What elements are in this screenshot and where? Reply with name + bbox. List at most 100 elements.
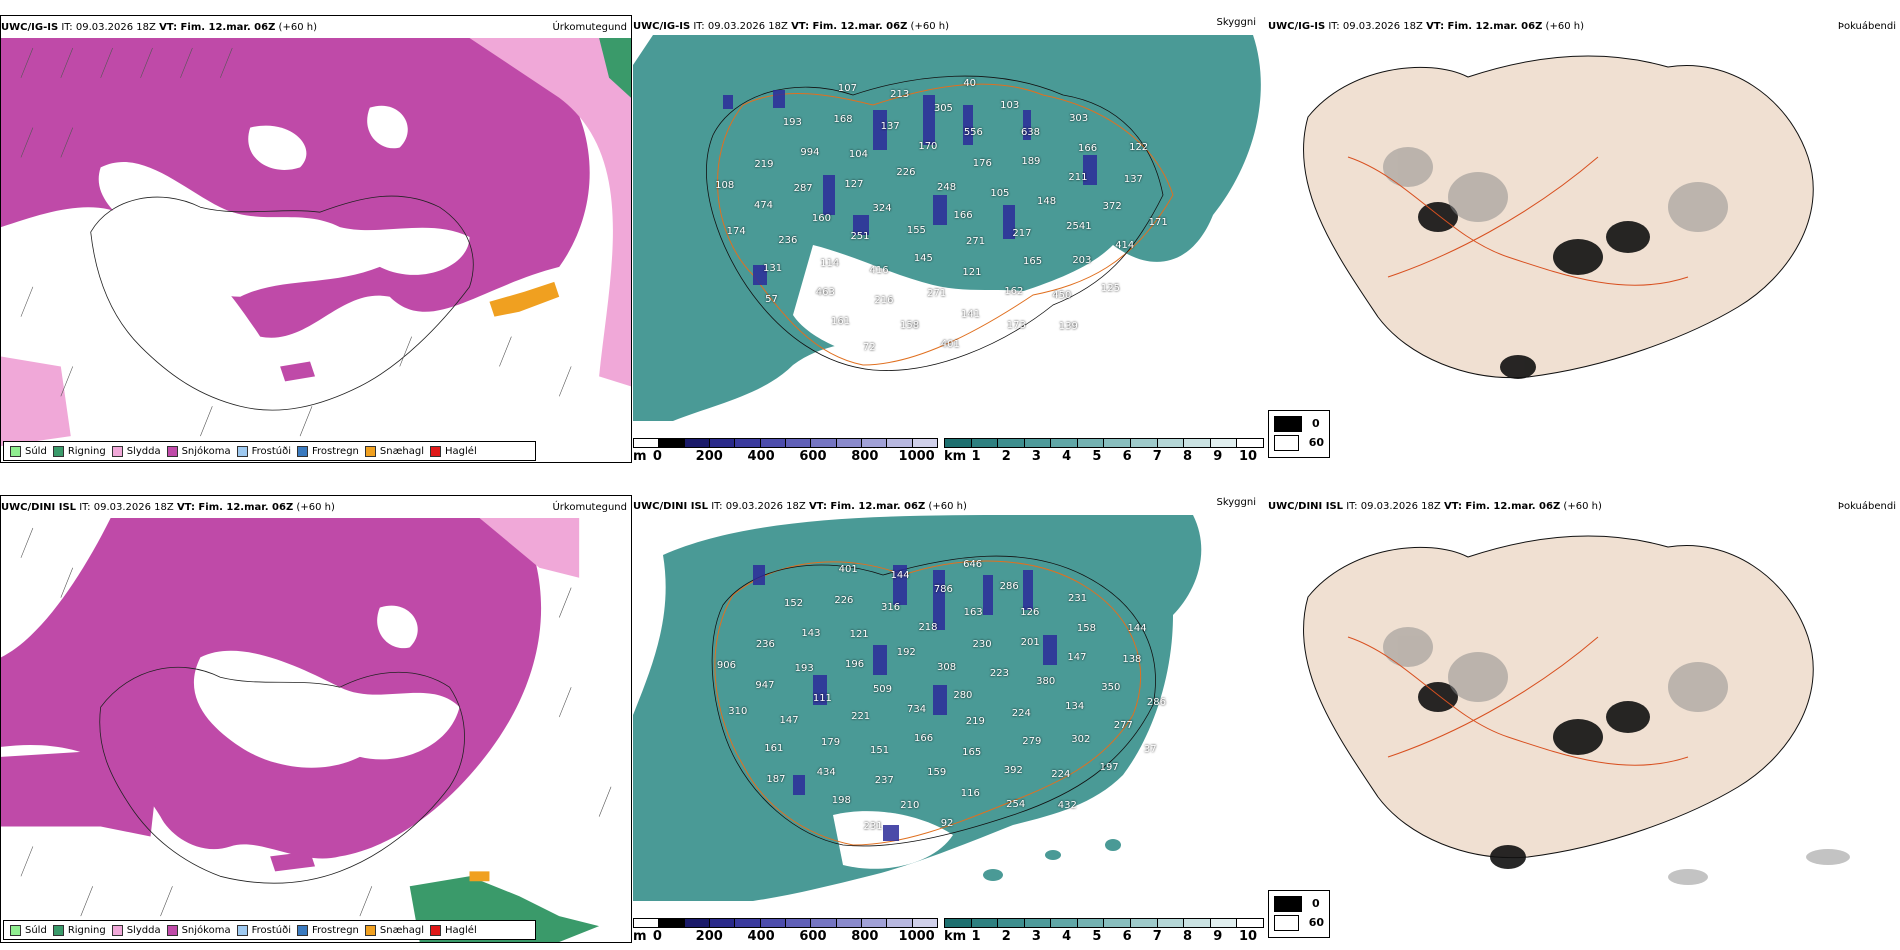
colorbar-segment [1131,439,1158,447]
colorbar-tick-label: 600 [799,449,827,463]
colorbar-segment [760,919,786,927]
legend-swatch [10,924,21,936]
legend-swatch [364,445,376,457]
legend-item: Frostúði [236,924,291,936]
colorbar-tick-label: 2 [1001,929,1011,943]
colorbar-tick-label: 3 [1031,449,1041,463]
height-colorbar: 0 200 400 600 800 1000 m [633,438,938,463]
init-time: IT: 09.03.2026 18Z [1346,501,1441,512]
colorbar-segment [634,439,660,447]
height-label: 474 [753,199,774,211]
legend-swatch [1274,895,1302,912]
colorbar-segment [1024,919,1052,927]
valid-time: VT: Fim. 12.mar. 06Z [159,22,276,33]
height-label: 509 [872,683,893,695]
height-label: 114 [820,257,840,269]
height-colorbar: 0 200 400 600 800 1000 m [633,918,938,943]
height-label: 226 [896,167,916,179]
height-label: 170 [918,141,938,153]
legend-item: 0 [1274,414,1324,433]
height-label: 161 [764,742,784,754]
legend-swatch [1274,434,1299,451]
colorbar-segment [684,439,710,447]
precip-legend: Súld Rigning Slydda Snjókoma Frostúði Fr… [3,441,536,461]
visibility-colorbar: 1 2 3 4 5 6 7 8 9 10 km [944,918,1264,943]
cloud-panel-top: UWC/IG-IS IT: 09.03.2026 18Z VT: Fim. 12… [633,15,1268,463]
height-label: 104 [848,148,869,160]
height-label: 219 [965,715,985,727]
height-label: 211 [1068,171,1088,183]
height-label: 216 [874,295,894,307]
colorbar-tick-label: 9 [1213,929,1223,943]
height-label: 148 [1036,196,1057,208]
colorbar-tick-label: 4 [1062,449,1072,463]
init-time: IT: 09.03.2026 18Z [711,501,806,512]
colorbar-tick-label: 9 [1213,449,1223,463]
colorbar-segment [945,439,972,447]
height-label: 72 [862,341,876,353]
colorbar-segment [634,919,660,927]
colorbar-segment [998,919,1025,927]
panel-title: Skyggni [1216,17,1256,28]
height-label: 57 [765,294,778,306]
colorbar-tick-label: 200 [695,449,723,463]
height-label: 308 [936,662,957,674]
height-label: 166 [913,733,934,745]
colorbar-segment [709,439,736,447]
colorbar-tick-label: 1 [971,449,981,463]
panel-title: Þokuábendi [1837,21,1896,32]
height-labels: 280 734 308 219 509 223 166 192 224 221 230 165 196 3… [633,515,1268,901]
height-label: 305 [933,103,953,115]
height-label: 165 [962,746,982,758]
height-label: 286 [1146,696,1166,708]
colorbar-segment [1237,439,1263,447]
colorbar-segment [811,919,837,927]
height-label: 734 [907,704,927,716]
colorbar-segment [912,919,937,927]
colorbar-tick-label: 3 [1031,929,1041,943]
legend-swatch [297,445,308,457]
lead-time: (+60 h) [928,501,967,512]
legend-swatch [1274,914,1299,931]
model-name: UWC/IG-IS [1268,21,1326,32]
height-label: 303 [1069,112,1089,124]
valid-time: VT: Fim. 12.mar. 06Z [791,21,908,32]
colorbar-tick-label: 8 [1183,449,1193,463]
height-label: 414 [1115,240,1135,252]
legend-item: Frostregn [297,924,359,936]
height-label: 2541 [1066,220,1092,232]
height-label: 138 [1122,654,1142,666]
legend-swatch [236,445,248,457]
height-label: 147 [1067,652,1087,664]
height-label: 316 [881,602,901,614]
visibility-unit: km [944,449,967,463]
height-label: 127 [844,178,864,190]
panel-header: UWC/DINI ISL IT: 09.03.2026 18Z VT: Fim.… [633,497,1268,515]
init-time: IT: 09.03.2026 18Z [61,22,156,33]
colorbar-tick-label: 0 [652,929,662,943]
visibility-colorbar: 1 2 3 4 5 6 7 8 9 10 km [944,438,1264,463]
panel-title: Þokuábendi [1837,501,1896,512]
colorbar-tick-label: 8 [1183,929,1193,943]
height-label: 302 [1071,734,1091,746]
height-label: 198 [831,795,851,807]
precip-legend: Súld Rigning Slydda Snjókoma Frostúði Fr… [3,920,536,940]
height-label: 221 [851,710,871,722]
colorbar-segment [1104,439,1132,447]
colorbar-segment [861,919,888,927]
height-label: 116 [960,788,980,800]
height-label: 197 [1099,762,1119,773]
height-label: 286 [999,580,1019,592]
colorbar-segment [1131,919,1158,927]
height-label: 786 [933,584,953,596]
colorbar-segment [971,919,999,927]
legend-item: Frostúði [236,445,291,457]
height-label: 40 [963,77,977,89]
height-label: 193 [794,663,814,675]
height-label: 906 [716,659,736,671]
colorbar-segment [684,919,710,927]
height-label: 463 [815,287,835,299]
height-label: 196 [845,658,865,670]
height-label: 223 [989,667,1009,679]
colorbar-segment [1077,919,1105,927]
